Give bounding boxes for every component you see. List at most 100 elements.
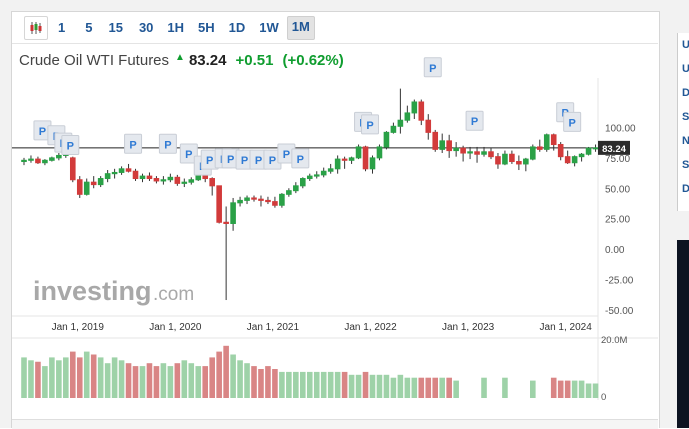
volume-bar — [418, 377, 425, 398]
timeframe-5[interactable]: 5 — [85, 20, 93, 35]
volume-bar — [174, 363, 181, 398]
timeframe-1w[interactable]: 1W — [259, 20, 279, 35]
candle-body — [530, 146, 536, 160]
volume-bar — [167, 366, 174, 398]
candle-body — [439, 140, 445, 150]
price-change: +0.51 — [235, 52, 274, 69]
timeframe-1h[interactable]: 1H — [167, 20, 185, 35]
volume-bar — [404, 377, 411, 398]
volume-bar — [237, 360, 243, 398]
timeframe-1m[interactable]: 1M — [286, 16, 315, 40]
event-marker-label: P — [129, 139, 136, 151]
event-marker-label: P — [185, 149, 192, 161]
instrument-name: Crude Oil WTI Futures — [19, 52, 170, 69]
candle-body — [118, 168, 125, 173]
candle-body — [139, 175, 146, 180]
timeframe-5h[interactable]: 5H — [198, 20, 215, 35]
candle-body — [481, 151, 487, 155]
volume-bar — [571, 380, 578, 398]
right-list-item[interactable]: D — [682, 87, 689, 99]
volume-bar — [341, 371, 348, 398]
volume-bar — [592, 383, 599, 398]
event-marker — [158, 133, 177, 154]
right-list-item[interactable]: S — [682, 111, 689, 123]
volume-bar — [300, 371, 306, 398]
y-tick-label: 0.00 — [605, 245, 625, 256]
candle-body — [425, 119, 432, 133]
right-list-item[interactable]: S — [682, 159, 689, 171]
candle-body — [404, 112, 411, 121]
candle-body — [300, 178, 306, 187]
volume-bar — [49, 357, 55, 398]
candle-body — [237, 199, 243, 204]
right-list-item[interactable]: U — [682, 39, 689, 51]
candle-body — [272, 201, 278, 206]
y-tick-label: -50.00 — [605, 306, 634, 317]
candle-body — [495, 156, 501, 165]
event-marker — [563, 111, 582, 132]
candle-body — [460, 147, 466, 154]
volume-tick-label: 0 — [601, 392, 606, 403]
x-tick-label: Jan 1, 2021 — [247, 322, 300, 333]
volume-bar — [334, 371, 341, 398]
candle-body — [509, 153, 515, 163]
candle-body — [104, 173, 111, 180]
volume-bar — [160, 363, 167, 398]
x-tick-label: Jan 1, 2019 — [52, 322, 105, 333]
y-tick-label: 25.00 — [605, 215, 630, 226]
right-list-item[interactable]: U — [682, 63, 689, 75]
candle-body — [313, 174, 320, 177]
volume-bar — [432, 377, 439, 398]
candle-body — [411, 101, 418, 114]
candle-body — [320, 170, 327, 176]
event-marker — [423, 57, 442, 78]
candle-body — [216, 185, 222, 223]
candle-body — [223, 221, 229, 224]
event-marker — [361, 114, 380, 135]
candle-body — [28, 158, 34, 161]
volume-bar — [585, 383, 592, 398]
volume-bar — [118, 360, 125, 398]
event-marker-label: P — [255, 155, 262, 167]
candle-body — [341, 158, 348, 161]
candle-body — [369, 157, 376, 170]
event-marker-label: P — [366, 120, 373, 132]
instrument-price: 83.24 — [188, 52, 227, 69]
candle-body — [293, 185, 299, 192]
volume-bar — [453, 380, 459, 398]
right-list-item[interactable]: D — [682, 183, 689, 195]
y-tick-label: 100.00 — [605, 124, 636, 135]
volume-bar — [104, 363, 111, 398]
volume-bar — [313, 371, 320, 398]
event-marker-label: P — [269, 155, 276, 167]
timeframe-1[interactable]: 1 — [58, 20, 66, 35]
volume-bar — [223, 345, 229, 398]
candle-body — [251, 197, 257, 200]
volume-bar — [390, 377, 397, 398]
volume-bar — [21, 357, 27, 398]
volume-bar — [348, 374, 355, 398]
candle-body — [230, 202, 236, 224]
timeframe-1d[interactable]: 1D — [228, 20, 246, 35]
event-marker-label: P — [67, 141, 74, 153]
watermark-logo: investing — [33, 276, 152, 306]
volume-bar — [411, 377, 418, 398]
volume-bar — [42, 366, 48, 398]
watermark-suffix: .com — [153, 284, 194, 305]
volume-bar — [355, 374, 362, 398]
instrument-header: Crude Oil WTI Futures ▲ 83.24 +0.51 (+0.… — [19, 52, 344, 69]
timeframe-15[interactable]: 15 — [108, 20, 123, 35]
candle-body — [188, 179, 195, 183]
candle-body — [111, 171, 118, 175]
candlestick-icon[interactable] — [24, 16, 48, 40]
right-list-item[interactable]: N — [682, 135, 689, 147]
volume-tick-label: 20.0M — [601, 335, 627, 346]
volume-bar — [28, 360, 34, 398]
x-tick-label: Jan 1, 2024 — [540, 322, 593, 333]
candle-body — [550, 134, 557, 146]
candle-body — [209, 178, 215, 187]
volume-bar — [502, 377, 508, 398]
timeframe-30[interactable]: 30 — [138, 20, 154, 35]
candle-body — [376, 146, 383, 159]
